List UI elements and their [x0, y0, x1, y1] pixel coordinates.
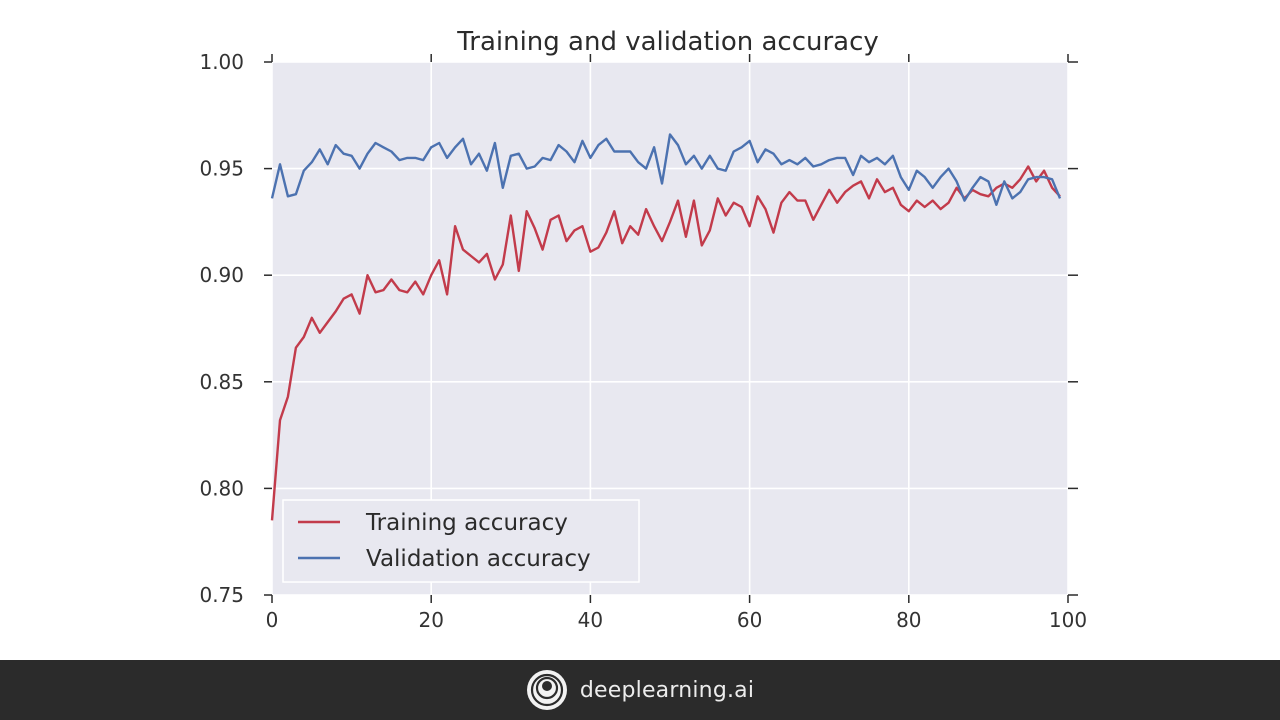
y-tick-label: 0.80: [199, 476, 244, 500]
legend-label: Training accuracy: [365, 510, 568, 536]
brand[interactable]: deeplearning.ai: [526, 669, 754, 711]
brand-text: deeplearning.ai: [579, 677, 755, 703]
x-tick-label: 0: [266, 608, 279, 632]
legend: Training accuracy Validation accuracy: [282, 499, 640, 583]
y-tick-label: 0.85: [199, 370, 244, 394]
x-tick-label: 60: [737, 608, 762, 632]
x-tick-label: 100: [1049, 608, 1087, 632]
series-line-training: [270, 165, 1061, 521]
y-tick-label: 0.75: [199, 583, 244, 607]
chart-title: Training and validation accuracy: [456, 27, 879, 57]
grid: [271, 61, 1069, 596]
x-tick-label: 40: [578, 608, 603, 632]
legend-label: Validation accuracy: [366, 546, 591, 572]
x-tick-label: 20: [418, 608, 443, 632]
line-chart: 0 20 40 60 80 100 0.75 0.80 0.85 0.90 0.95 1.00 Tra…: [199, 27, 1087, 632]
x-tick-label: 80: [896, 608, 921, 632]
legend-box: [282, 499, 640, 583]
axis-ticks: 0 20 40 60 80 100 0.75 0.80 0.85 0.90 0.95 1.00: [199, 50, 1087, 632]
y-tick-label: 1.00: [199, 50, 244, 74]
series-lines: [270, 133, 1062, 521]
y-tick-label: 0.95: [199, 157, 244, 181]
series-line-validation: [270, 133, 1062, 207]
deeplearning-logo-icon: [526, 670, 567, 710]
y-tick-label: 0.90: [199, 263, 244, 287]
footer-bar: deeplearning.ai: [0, 660, 1280, 720]
chart-area: 0 20 40 60 80 100 0.75 0.80 0.85 0.90 0.95 1.00 Tra…: [199, 27, 1087, 632]
